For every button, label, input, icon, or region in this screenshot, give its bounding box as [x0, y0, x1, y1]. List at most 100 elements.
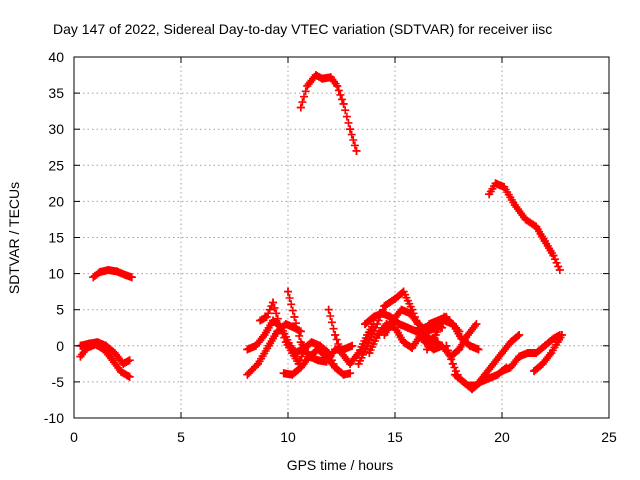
data-point: [549, 334, 558, 343]
data-point: [555, 265, 564, 274]
data-point: [260, 330, 269, 339]
data-point: [254, 359, 263, 368]
x-tick-label: 20: [494, 429, 510, 445]
data-point: [549, 251, 558, 260]
grid: [74, 57, 609, 418]
data-point: [333, 81, 342, 90]
data-point: [125, 372, 134, 381]
data-point: [108, 356, 117, 365]
data-point: [515, 352, 524, 361]
y-tick-label: 40: [48, 49, 64, 65]
data-point: [547, 349, 556, 358]
data-point: [290, 349, 299, 358]
data-point: [455, 345, 464, 354]
data-point: [468, 385, 477, 394]
data-point: [472, 320, 481, 329]
data-point: [112, 267, 121, 276]
data-point: [489, 359, 498, 368]
data-point: [311, 71, 320, 80]
data-point: [523, 349, 532, 358]
data-point: [500, 182, 509, 191]
x-tick-label: 10: [280, 429, 296, 445]
data-point: [127, 273, 136, 282]
data-series-arc-22: [530, 330, 566, 376]
data-point: [331, 363, 340, 372]
data-point: [348, 341, 357, 350]
data-point: [414, 320, 423, 329]
data-point: [423, 327, 432, 336]
data-point: [307, 338, 316, 347]
data-point: [363, 341, 372, 350]
data-point: [515, 330, 524, 339]
data-point: [243, 345, 252, 354]
data-point: [316, 341, 325, 350]
data-point: [442, 341, 451, 350]
data-point: [102, 341, 111, 350]
data-point: [440, 312, 449, 321]
data-point: [346, 359, 355, 368]
data-point: [303, 81, 312, 90]
data-point: [538, 359, 547, 368]
data-point: [553, 338, 562, 347]
data-point: [318, 74, 327, 83]
data-point: [305, 352, 314, 361]
data-point: [463, 330, 472, 339]
data-point: [296, 103, 305, 112]
data-point: [288, 370, 297, 379]
x-axis-label: GPS time / hours: [287, 457, 394, 473]
data-point: [95, 268, 104, 277]
data-point: [448, 320, 457, 329]
data-point: [397, 305, 406, 314]
data-point: [431, 330, 440, 339]
data-point: [491, 179, 500, 188]
data-point: [412, 327, 421, 336]
data-point: [352, 146, 361, 155]
data-point: [339, 370, 348, 379]
data-series-arc-18: [423, 312, 483, 354]
data-point: [476, 377, 485, 386]
y-tick-label: 10: [48, 266, 64, 282]
data-point: [485, 374, 494, 383]
data-point: [121, 271, 130, 280]
data-point: [459, 377, 468, 386]
data-point: [296, 338, 305, 347]
data-point: [104, 265, 113, 274]
data-point: [408, 343, 417, 352]
data-point: [243, 370, 252, 379]
data-point: [498, 367, 506, 376]
y-tick-label: 25: [48, 157, 64, 173]
x-tick-label: 15: [387, 429, 403, 445]
data-series-arc-1: [89, 265, 136, 282]
data-point: [269, 298, 278, 307]
data-point: [264, 341, 273, 350]
data-point: [322, 357, 331, 366]
data-point: [290, 312, 299, 321]
y-axis-label: SDTVAR / TECUs: [6, 182, 22, 294]
data-point: [405, 309, 414, 318]
data-point: [313, 356, 322, 365]
data-point: [324, 305, 333, 314]
data-point: [465, 341, 474, 350]
data-series-arc-3: [76, 338, 134, 368]
data-point: [262, 312, 271, 321]
data-point: [388, 316, 397, 325]
data-series-arc-11: [290, 338, 340, 372]
y-tick-label: 20: [48, 193, 64, 209]
y-tick-label: 30: [48, 121, 64, 137]
data-point: [76, 352, 85, 361]
data-point: [275, 320, 284, 329]
data-point: [279, 369, 288, 378]
data-point: [485, 190, 494, 199]
data-point: [363, 330, 372, 339]
data-point: [557, 330, 566, 339]
data-point: [354, 349, 363, 358]
data-point: [93, 338, 102, 347]
series-layer: [76, 71, 566, 394]
data-point: [284, 287, 292, 296]
data-point: [391, 294, 399, 303]
data-point: [326, 73, 335, 82]
data-point: [457, 334, 466, 343]
data-point: [448, 359, 457, 368]
data-point: [380, 330, 389, 339]
